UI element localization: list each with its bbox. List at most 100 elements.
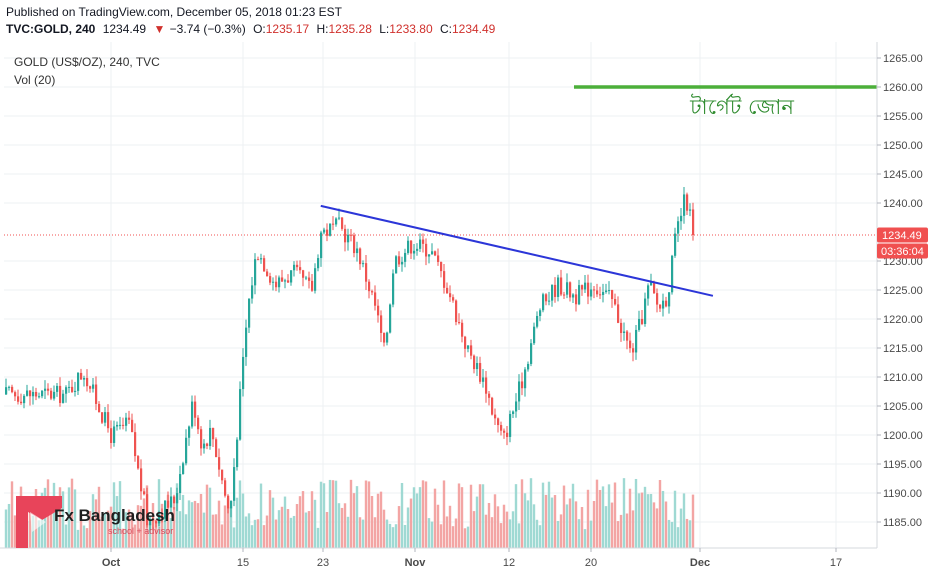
candle-body (593, 289, 596, 291)
volume-bar (676, 527, 680, 548)
volume-bar (580, 507, 584, 548)
volume-bar (397, 506, 401, 548)
volume-bar (346, 516, 350, 548)
candle-body (311, 280, 314, 291)
price-tick-label: 1185.00 (883, 517, 922, 529)
candle-body (41, 390, 44, 397)
candle-body (524, 369, 527, 389)
symbol-quote-line: TVC:GOLD, 240 1234.49 ▼ −3.74 (−0.3%) O:… (6, 21, 499, 38)
candle-body (671, 255, 674, 293)
candle-body (506, 432, 509, 437)
candle-body (257, 259, 260, 261)
volume-bar (58, 487, 62, 548)
volume-bar (628, 488, 632, 548)
candle-body (341, 217, 344, 229)
candle-body (515, 401, 518, 412)
volume-bar (148, 523, 152, 548)
volume-bar (601, 486, 605, 548)
trendline[interactable] (320, 204, 714, 297)
volume-bar (49, 512, 53, 548)
volume-bar (430, 521, 434, 548)
volume-bar (460, 487, 464, 548)
volume-bar (268, 490, 272, 548)
volume-bar (232, 527, 236, 548)
candle-body (404, 252, 407, 262)
candle-body (482, 377, 485, 382)
candle-body (653, 282, 656, 294)
volume-bar (520, 479, 524, 548)
candle-body (302, 270, 305, 278)
candle-body (641, 318, 644, 324)
time-tick-label: 15 (237, 557, 249, 569)
candle-body (590, 289, 593, 297)
candle-body (554, 284, 557, 297)
candle-body (500, 425, 503, 431)
candle-body (542, 294, 545, 311)
volume-bar (280, 506, 284, 548)
volume-bar (313, 499, 317, 548)
volume-bar (94, 499, 98, 548)
volume-bar (412, 487, 416, 548)
candle-body (620, 322, 623, 334)
candle-body (194, 401, 197, 418)
volume-bar (538, 525, 542, 548)
candle-body (221, 469, 224, 481)
candle-body (581, 285, 584, 290)
volume-bar (163, 520, 167, 548)
volume-bar (235, 497, 239, 548)
volume-bar (7, 503, 11, 548)
candle-body (401, 261, 404, 265)
candle-body (626, 331, 629, 341)
volume-bar (370, 496, 374, 548)
candle-body (320, 232, 323, 259)
volume-bar (553, 495, 557, 548)
volume-bar (217, 500, 221, 548)
candle-body (92, 384, 95, 389)
candle-body (215, 439, 218, 458)
candle-body (20, 401, 23, 404)
candle-body (455, 300, 458, 323)
price-tick-label: 1195.00 (883, 459, 922, 471)
price-axis[interactable]: 1185.00 1190.00 1195.00 1200.00 1205.00 1210.… (877, 53, 923, 529)
volume-bar (433, 488, 437, 548)
candle-body (632, 348, 635, 353)
candle-body (413, 250, 416, 254)
candle-body (245, 327, 248, 357)
volume-bar (658, 479, 662, 548)
price-tick-label: 1230.00 (883, 256, 923, 268)
volume-bar (565, 504, 569, 548)
price-tick-label: 1215.00 (883, 343, 923, 355)
series-title[interactable]: GOLD (US$/OZ), 240, TVC (14, 55, 160, 69)
volume-bar (496, 506, 500, 548)
time-axis[interactable]: Oct 15 23 Nov 12 20 Dec 17 (102, 548, 842, 569)
candle-body (635, 329, 638, 353)
candle-body (86, 377, 89, 387)
candle-body (359, 248, 362, 265)
volume-bar (649, 493, 653, 548)
candlestick-series (5, 186, 695, 533)
candle-body (155, 521, 158, 524)
candle-body (689, 209, 692, 211)
volume-bar (661, 490, 665, 548)
candle-body (398, 256, 401, 265)
volume-bar (673, 490, 677, 548)
volume-indicator-label[interactable]: Vol (20) (14, 73, 56, 87)
open-label: O: (253, 22, 266, 36)
volume-bar (526, 500, 530, 548)
candle-body (14, 392, 17, 397)
volume-bar (274, 519, 278, 548)
volume-bar (292, 515, 296, 548)
price-change: −3.74 (−0.3%) (169, 22, 246, 36)
candle-body (83, 377, 86, 380)
candle-body (527, 363, 530, 370)
candle-body (233, 467, 236, 501)
volume-bar (133, 524, 137, 548)
candle-body (548, 300, 551, 302)
candle-body (452, 297, 455, 301)
candle-body (182, 463, 185, 475)
volume-bar (202, 512, 206, 548)
volume-bar (478, 484, 482, 548)
volume-bar (334, 480, 338, 548)
symbol-label[interactable]: TVC:GOLD, 240 (6, 22, 96, 36)
candle-body (464, 336, 467, 349)
